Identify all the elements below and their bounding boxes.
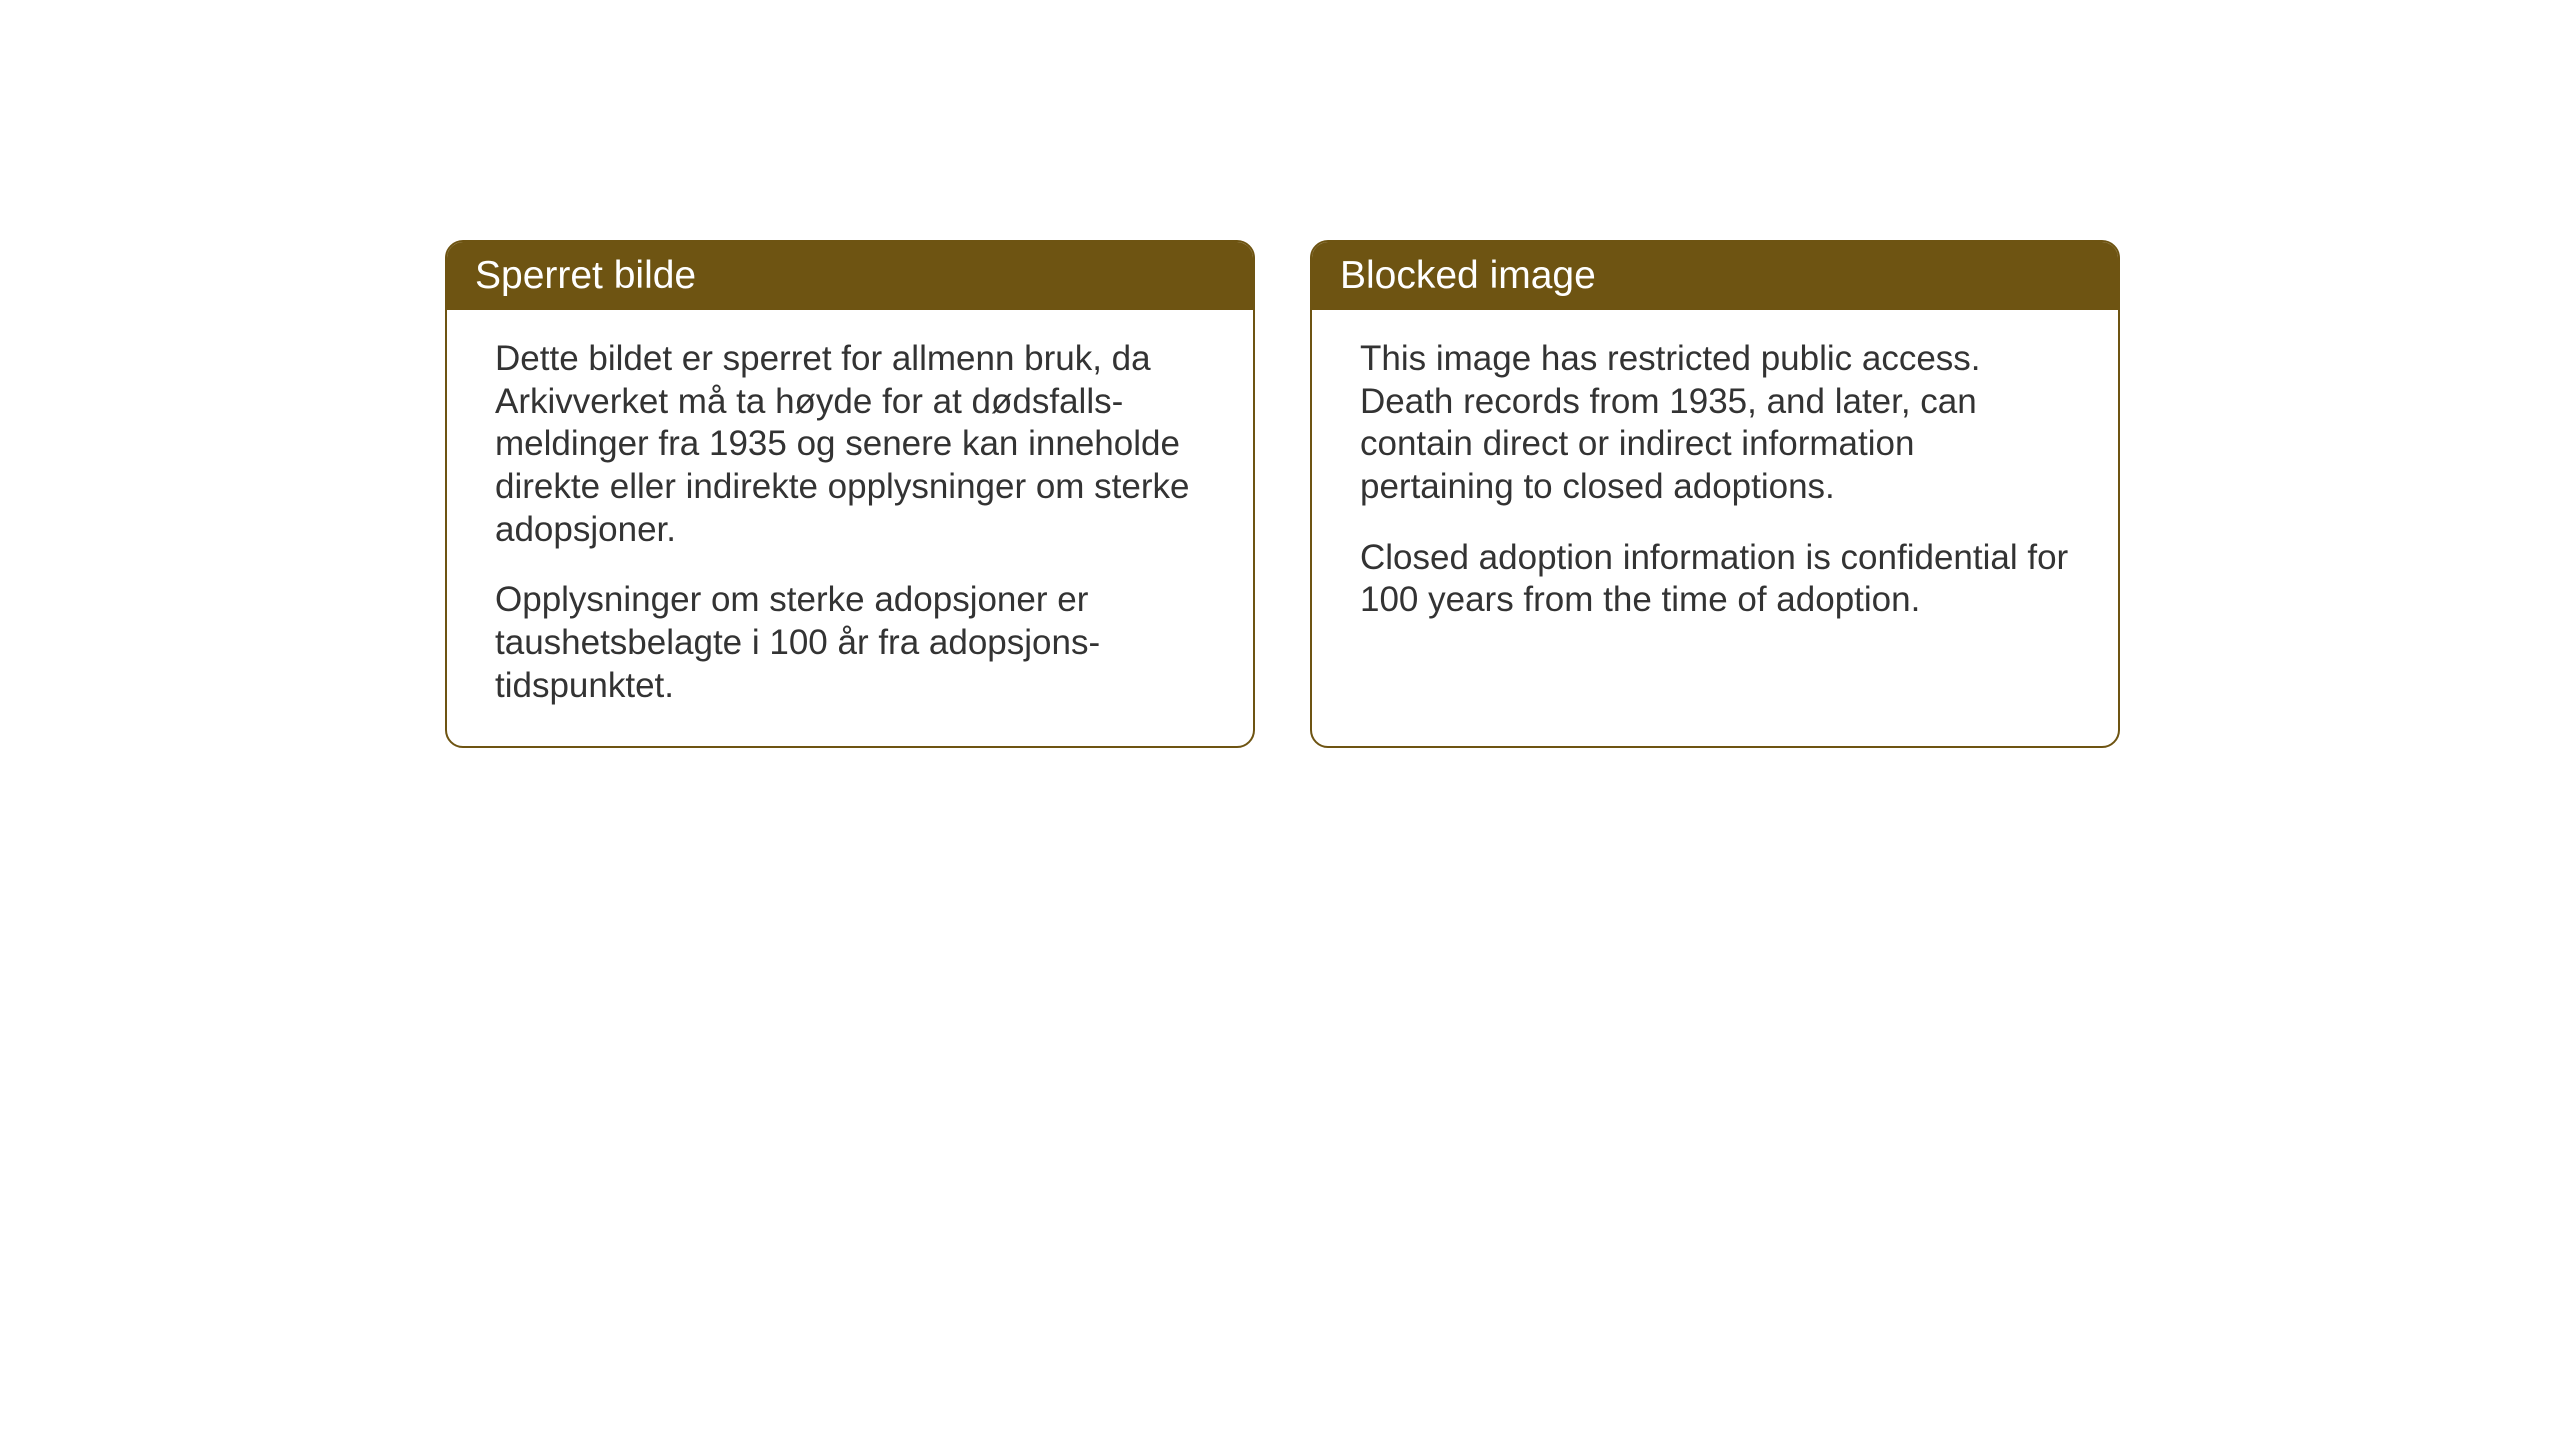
notice-card-english-body: This image has restricted public access.… <box>1312 310 2118 660</box>
notice-card-norwegian-body: Dette bildet er sperret for allmenn bruk… <box>447 310 1253 746</box>
notice-card-english-title: Blocked image <box>1312 242 2118 310</box>
notice-container: Sperret bilde Dette bildet er sperret fo… <box>445 240 2120 748</box>
notice-text: Closed adoption information is confident… <box>1360 537 2070 622</box>
notice-card-norwegian-title: Sperret bilde <box>447 242 1253 310</box>
notice-card-norwegian: Sperret bilde Dette bildet er sperret fo… <box>445 240 1255 748</box>
notice-text: Dette bildet er sperret for allmenn bruk… <box>495 338 1205 551</box>
notice-card-english: Blocked image This image has restricted … <box>1310 240 2120 748</box>
notice-text: Opplysninger om sterke adopsjoner er tau… <box>495 579 1205 707</box>
notice-text: This image has restricted public access.… <box>1360 338 2070 509</box>
